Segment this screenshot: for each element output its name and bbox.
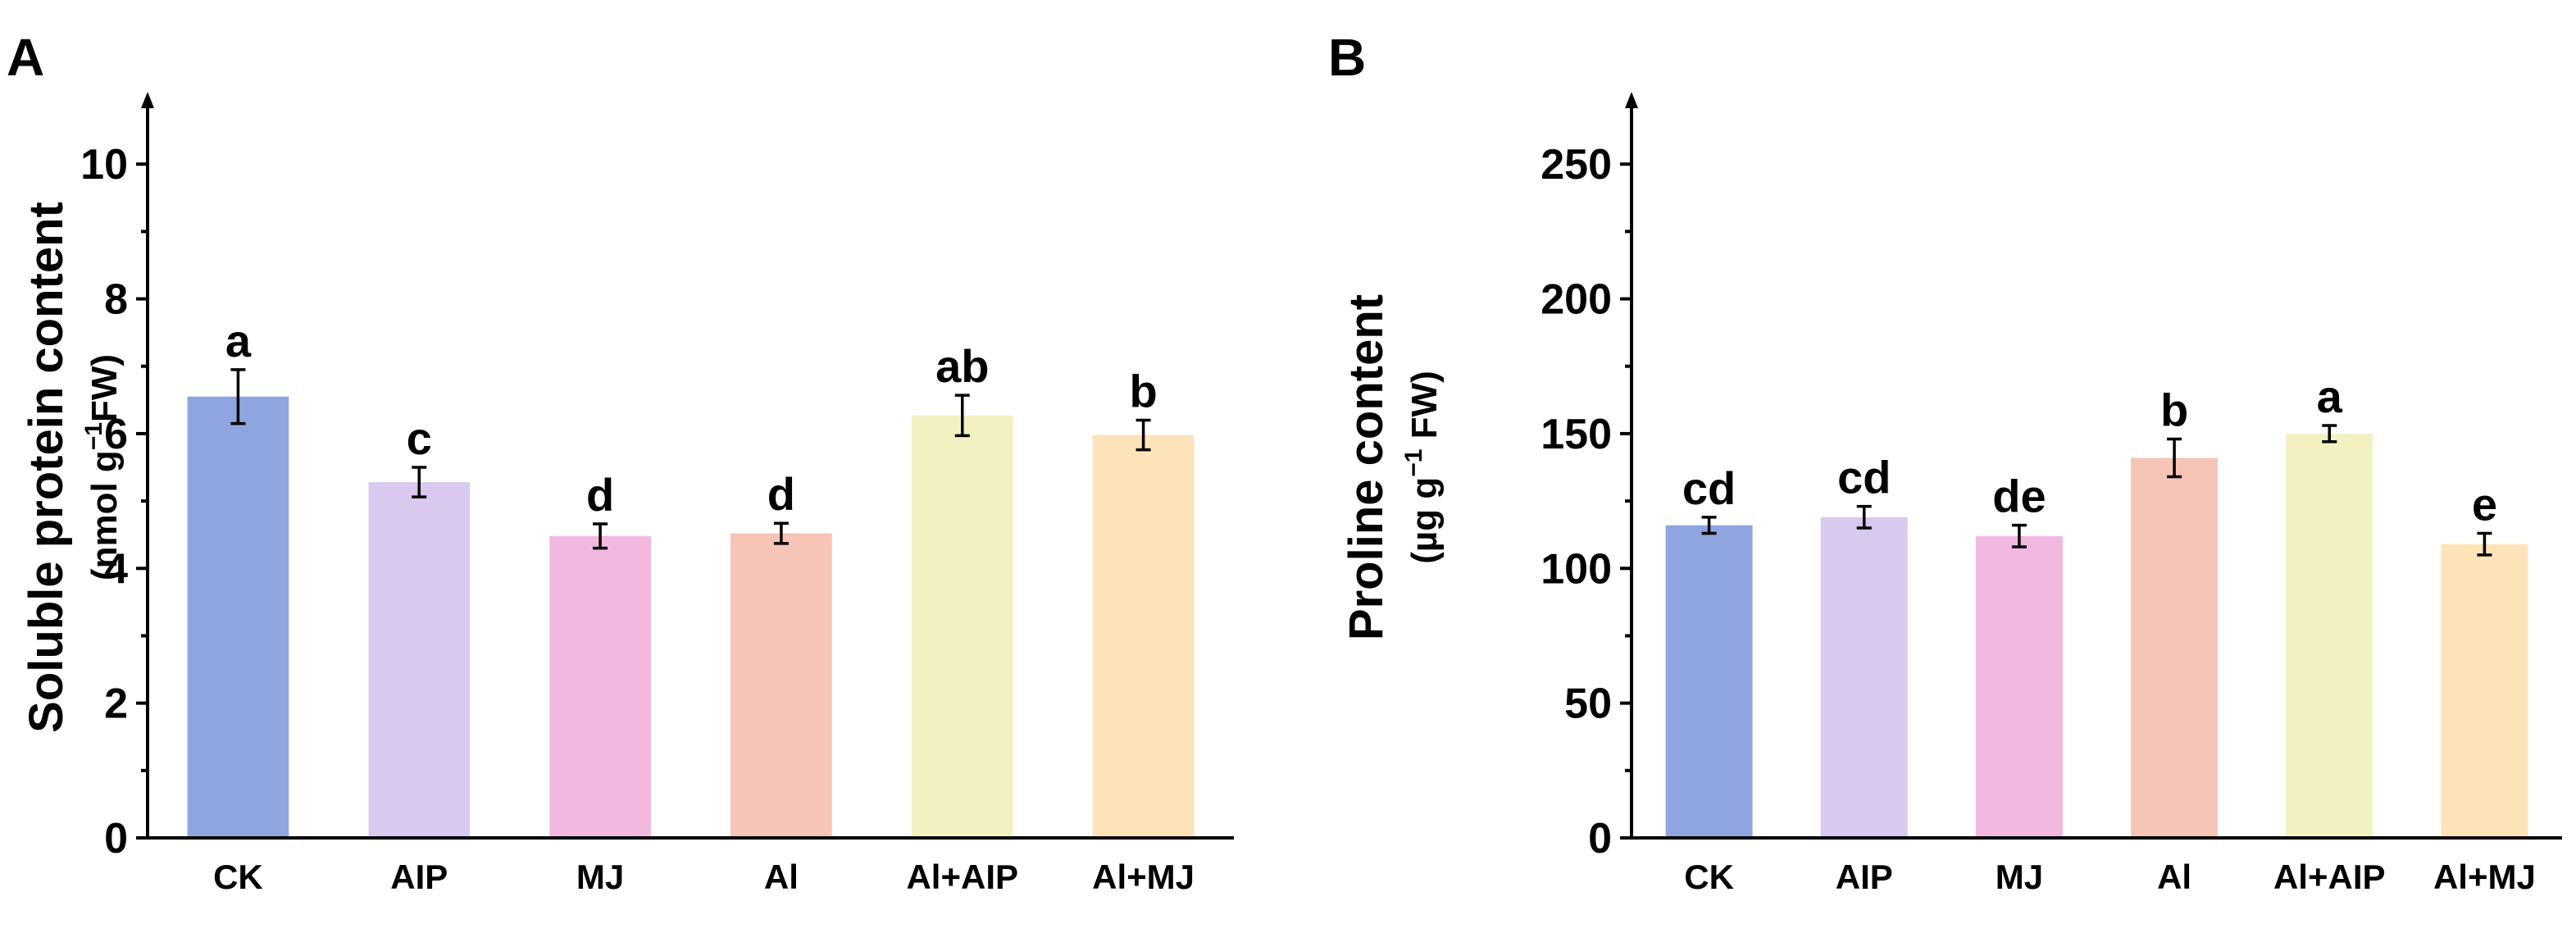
panel-b-sig-0: cd <box>1682 462 1736 514</box>
panel-b-ytick-label-4: 200 <box>1541 276 1612 324</box>
panel-b-category-4: Al+AIP <box>2273 858 2386 896</box>
panel-a-sig-1: c <box>407 412 432 464</box>
panel-a-ytick-label-4: 8 <box>104 276 128 324</box>
panel-a-error-bars <box>230 368 1151 550</box>
panel-a-significance: a c d d ab b <box>225 315 1158 521</box>
panel-a-sig-4: ab <box>935 340 989 392</box>
panel-b-category-2: MJ <box>1996 858 2043 896</box>
panel-a-bar-1 <box>368 482 471 838</box>
panel-b-ytick-label-3: 150 <box>1541 411 1612 458</box>
panel-a-y-ticks: 0 2 4 6 8 10 <box>80 141 148 862</box>
panel-a-label: A <box>7 28 44 87</box>
panel-b-sig-2: de <box>1992 471 2046 522</box>
panel-b-category-5: Al+MJ <box>2433 858 2536 896</box>
panel-a-bar-5 <box>1092 435 1195 838</box>
panel-b-y-axis-arrow <box>1625 92 1638 108</box>
panel-a-ytick-label-5: 10 <box>80 141 128 189</box>
panel-b-category-3: Al <box>2157 858 2191 896</box>
panel-a-ytick-label-1: 2 <box>104 680 128 728</box>
panel-b-bars <box>1665 433 2528 838</box>
panel-a-bar-2 <box>549 535 651 838</box>
panel-a-sig-2: d <box>586 469 614 521</box>
panel-a-sig-3: d <box>767 468 795 520</box>
panel-a-x-labels: CK AIP MJ Al Al+AIP Al+MJ <box>213 858 1195 896</box>
panel-a-sig-0: a <box>225 315 252 366</box>
panel-b-bar-2 <box>1975 535 2063 838</box>
panel-b-axes <box>1625 92 2562 840</box>
panel-a-bar-3 <box>730 533 832 838</box>
panel-b-ylabel-unit: (µg g−1 FW) <box>1400 371 1445 564</box>
panel-b-sig-1: cd <box>1837 452 1891 503</box>
panel-b-ytick-label-2: 100 <box>1541 545 1612 593</box>
panel-b-category-1: AIP <box>1836 858 1893 896</box>
panel-a-ytick-label-3: 6 <box>104 411 128 458</box>
panel-a-category-4: Al+AIP <box>906 858 1018 896</box>
panel-b-error-bars <box>1701 424 2492 557</box>
panel-b-axis-title: Proline content (µg g−1 FW) <box>1340 294 1445 640</box>
panel-b-ytick-label-0: 0 <box>1588 815 1612 862</box>
panel-a-category-5: Al+MJ <box>1092 858 1195 896</box>
panel-a-ytick-label-2: 4 <box>104 545 128 593</box>
panel-b-bar-1 <box>1820 517 1908 838</box>
panel-a-bar-4 <box>911 415 1013 839</box>
panel-b-ylabel: Proline content <box>1340 294 1393 640</box>
panel-a-bars <box>187 396 1195 839</box>
panel-b-significance: cd cd de b a e <box>1682 371 2497 530</box>
panel-a-axes <box>141 92 1234 840</box>
panel-a-y-axis-arrow <box>141 92 154 108</box>
panel-b-label: B <box>1328 28 1366 87</box>
panel-b-ytick-label-1: 50 <box>1564 680 1612 728</box>
panel-a: A Soluble protein content (nmol g−1FW) a… <box>7 28 1234 896</box>
panel-b-y-ticks: 0 50 100 150 200 250 <box>1541 141 1632 862</box>
panel-a-category-2: MJ <box>576 858 624 896</box>
panel-a-sig-5: b <box>1129 365 1157 416</box>
panel-a-category-3: Al <box>764 858 799 896</box>
panel-b-bar-3 <box>2131 457 2219 838</box>
panel-b-sig-4: a <box>2317 371 2343 422</box>
panel-b-category-0: CK <box>1684 858 1734 896</box>
panel-b-bar-0 <box>1665 525 1753 838</box>
panel-b-sig-3: b <box>2160 384 2188 435</box>
panel-b-x-labels: CK AIP MJ Al Al+AIP Al+MJ <box>1684 858 2536 896</box>
panel-b-bar-5 <box>2441 544 2528 838</box>
panel-b-sig-5: e <box>2472 479 2497 530</box>
panel-a-axis-title: Soluble protein content (nmol g−1FW) <box>20 202 125 733</box>
panel-b: B Proline content (µg g−1 FW) cd cd deb ae … <box>1328 28 2562 896</box>
panel-a-category-0: CK <box>213 858 263 896</box>
panel-b-bar-4 <box>2286 433 2373 838</box>
panel-a-ylabel-unit: (nmol g−1FW) <box>80 354 125 580</box>
panel-a-category-1: AIP <box>390 858 448 896</box>
panel-a-ylabel: Soluble protein content <box>20 202 73 733</box>
panel-a-ytick-label-0: 0 <box>104 815 128 862</box>
panel-a-bar-0 <box>187 396 289 838</box>
panel-b-ytick-label-5: 250 <box>1541 141 1612 189</box>
